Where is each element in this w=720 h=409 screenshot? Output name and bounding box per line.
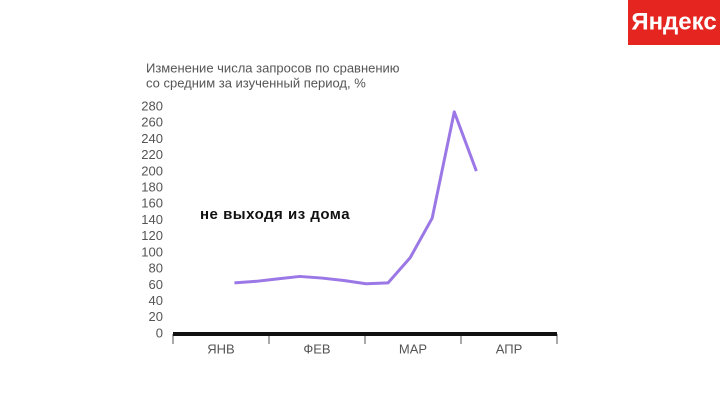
y-tick-label: 40 [149,293,163,308]
brand-text: Яндекс [631,8,716,35]
y-tick-label: 200 [141,163,163,178]
y-tick-label: 140 [141,212,163,227]
x-tick-label: ФЕВ [303,341,330,356]
y-tick-label: 220 [141,147,163,162]
x-tick-label: АПР [496,341,523,356]
y-tick-label: 180 [141,180,163,195]
y-tick-label: 260 [141,115,163,130]
y-tick-label: 160 [141,196,163,211]
x-tick-label: ЯНВ [207,341,234,356]
y-axis-label: Изменение числа запросов по сравнению [146,60,400,75]
y-tick-label: 100 [141,244,163,259]
y-tick-label: 60 [149,277,163,292]
y-tick-label: 0 [156,325,163,340]
y-tick-label: 280 [141,98,163,113]
y-tick-label: 80 [149,261,163,276]
y-tick-label: 20 [149,309,163,324]
annotation: не выходя из дома [200,206,350,223]
y-tick-label: 120 [141,228,163,243]
y-tick-label: 240 [141,131,163,146]
line [234,110,478,286]
brand-logo [628,0,720,45]
x-tick-label: МАР [399,341,427,356]
y-axis-label: со средним за изученный период, % [146,75,366,90]
